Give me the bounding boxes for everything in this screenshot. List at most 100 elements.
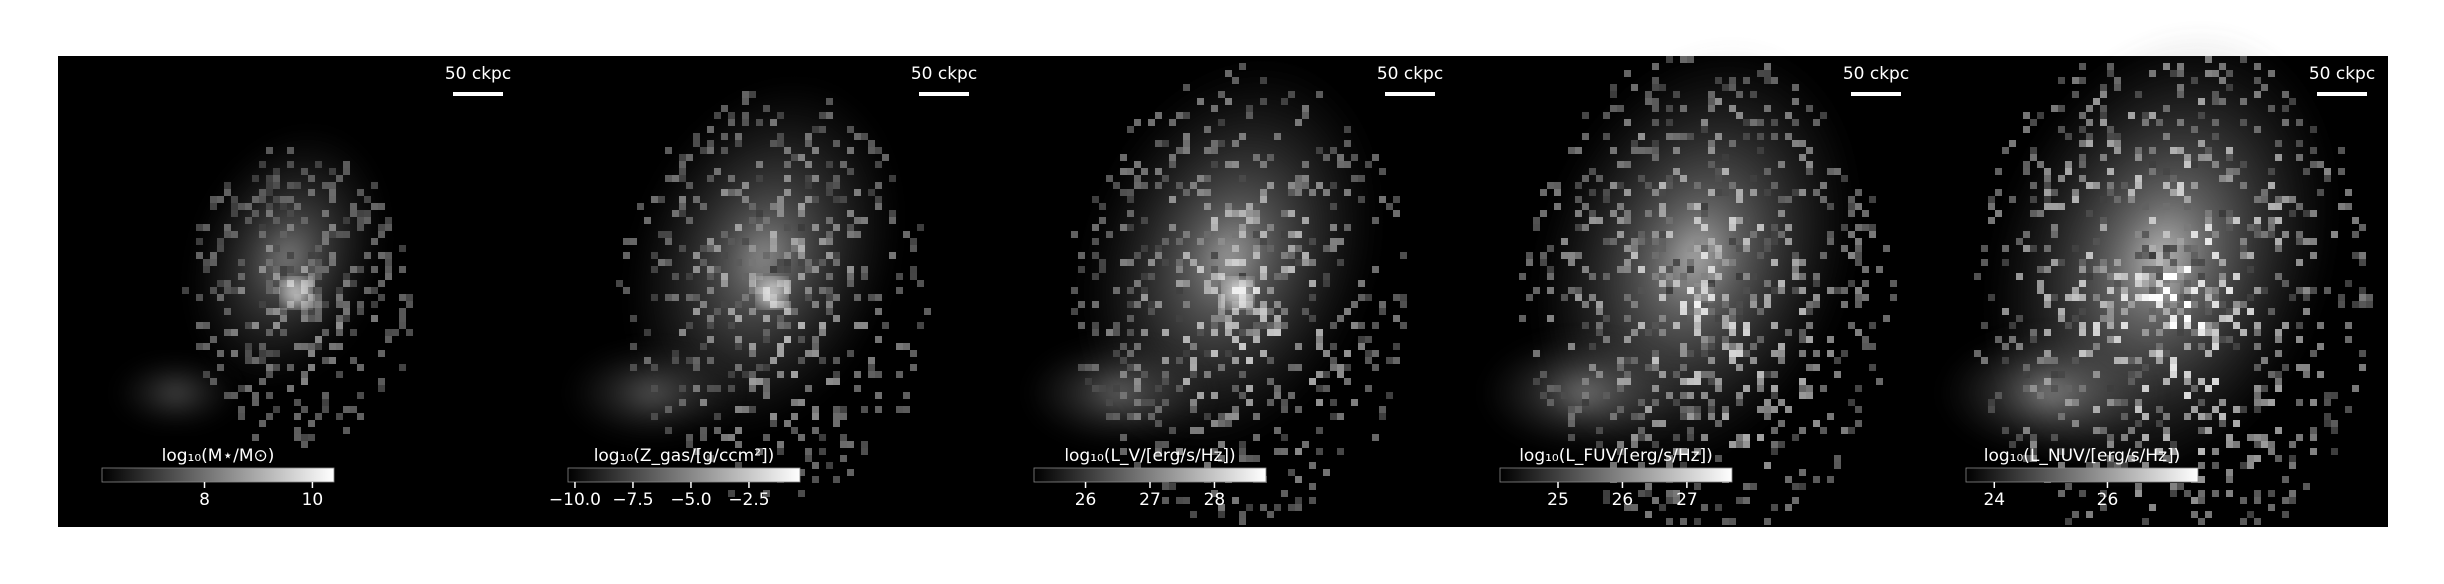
- pixel: [1729, 315, 1736, 322]
- pixel: [812, 476, 819, 483]
- pixel: [294, 427, 301, 434]
- pixel: [308, 315, 315, 322]
- pixel: [1988, 406, 1995, 413]
- pixel: [2072, 287, 2079, 294]
- pixel: [231, 210, 238, 217]
- pixel: [336, 301, 343, 308]
- pixel: [217, 238, 224, 245]
- pixel: [1995, 392, 2002, 399]
- pixel: [1617, 105, 1624, 112]
- pixel: [728, 189, 735, 196]
- pixel: [2254, 455, 2261, 462]
- pixel: [343, 273, 350, 280]
- pixel: [1876, 266, 1883, 273]
- pixel: [2016, 315, 2023, 322]
- pixel: [1596, 175, 1603, 182]
- pixel: [805, 196, 812, 203]
- pixel: [322, 266, 329, 273]
- pixel: [1190, 406, 1197, 413]
- pixel: [903, 343, 910, 350]
- pixel: [777, 196, 784, 203]
- pixel: [1554, 182, 1561, 189]
- pixel: [1120, 154, 1127, 161]
- pixel: [1589, 189, 1596, 196]
- pixel: [2093, 238, 2100, 245]
- pixel: [1659, 238, 1666, 245]
- pixel: [819, 112, 826, 119]
- pixel: [1680, 308, 1687, 315]
- pixel: [1624, 259, 1631, 266]
- pixel: [2170, 273, 2177, 280]
- pixel: [1820, 252, 1827, 259]
- pixel: [2093, 294, 2100, 301]
- pixel: [2184, 322, 2191, 329]
- pixel: [686, 357, 693, 364]
- pixel: [2107, 455, 2114, 462]
- pixel: [630, 315, 637, 322]
- pixel: [2219, 420, 2226, 427]
- pixel: [399, 322, 406, 329]
- pixel: [1652, 140, 1659, 147]
- pixel: [1582, 378, 1589, 385]
- pixel: [1295, 189, 1302, 196]
- pixel: [2051, 203, 2058, 210]
- pixel: [1372, 434, 1379, 441]
- pixel: [861, 406, 868, 413]
- pixel: [2268, 490, 2275, 497]
- pixel: [1617, 364, 1624, 371]
- pixel: [2037, 210, 2044, 217]
- pixel: [1757, 336, 1764, 343]
- pixel: [889, 252, 896, 259]
- pixel: [728, 385, 735, 392]
- colorbar-tick-label: −10.0: [549, 490, 601, 510]
- pixel: [385, 329, 392, 336]
- pixel: [1176, 448, 1183, 455]
- pixel: [1197, 427, 1204, 434]
- pixel: [1148, 413, 1155, 420]
- pixel: [1274, 427, 1281, 434]
- pixel: [399, 245, 406, 252]
- pixel: [1253, 308, 1260, 315]
- pixel: [2163, 245, 2170, 252]
- pixel: [2170, 357, 2177, 364]
- pixel: [301, 168, 308, 175]
- pixel: [1337, 315, 1344, 322]
- pixel: [1113, 182, 1120, 189]
- pixel: [651, 385, 658, 392]
- pixel: [1120, 357, 1127, 364]
- pixel: [1862, 224, 1869, 231]
- pixel: [826, 161, 833, 168]
- pixel: [371, 266, 378, 273]
- pixel: [1659, 196, 1666, 203]
- pixel: [1708, 413, 1715, 420]
- pixel: [315, 308, 322, 315]
- pixel: [2275, 427, 2282, 434]
- pixel: [2072, 315, 2079, 322]
- pixel: [1141, 399, 1148, 406]
- pixel: [2254, 490, 2261, 497]
- pixel: [2114, 273, 2121, 280]
- pixel: [259, 343, 266, 350]
- pixel: [1680, 462, 1687, 469]
- pixel: [1687, 259, 1694, 266]
- pixel: [1260, 231, 1267, 238]
- pixel: [1666, 273, 1673, 280]
- pixel: [1631, 301, 1638, 308]
- pixel: [2086, 350, 2093, 357]
- pixel: [910, 238, 917, 245]
- pixel: [2086, 210, 2093, 217]
- pixel: [1750, 301, 1757, 308]
- pixel: [644, 329, 651, 336]
- pixel: [2296, 231, 2303, 238]
- pixel: [1253, 434, 1260, 441]
- pixel: [728, 119, 735, 126]
- pixel: [1764, 413, 1771, 420]
- pixel: [1645, 238, 1652, 245]
- pixel: [819, 329, 826, 336]
- pixel: [2240, 497, 2247, 504]
- pixel: [308, 189, 315, 196]
- pixel: [1575, 252, 1582, 259]
- galaxy-core: [282, 279, 310, 307]
- pixel: [1659, 420, 1666, 427]
- pixel: [1260, 266, 1267, 273]
